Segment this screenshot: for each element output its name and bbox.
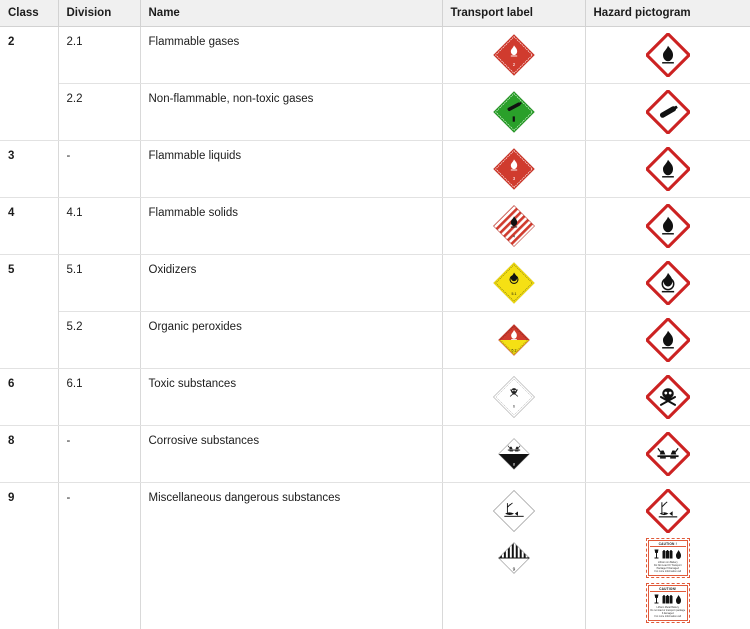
svg-text:6: 6 (513, 405, 515, 409)
table-row: 4 4.1 Flammable solids (0, 198, 750, 255)
toxic-label-white-diamond-skull: 6 (492, 375, 536, 419)
column-header-class: Class (0, 0, 58, 27)
corrosive-label-white-black-diamond: 8 (492, 432, 536, 476)
cell-division: - (58, 426, 140, 483)
cell-transport-label: 3 (442, 141, 585, 198)
table-row: 9 - Miscellaneous dangerous substances (0, 483, 750, 629)
ghs04-gas-cylinder-pictogram (646, 90, 690, 134)
column-header-name: Name (140, 0, 442, 27)
flame-icon (675, 594, 682, 605)
cell-division: 5.1 (58, 255, 140, 312)
caution-lithium-battery-label-2: CAUTION! (646, 583, 690, 623)
caution-footer: For more information call (650, 615, 686, 618)
miscellaneous-class9-label-striped-diamond: 9 (492, 536, 536, 580)
cell-division: - (58, 141, 140, 198)
flammable-gas-label-red-diamond: 2 (492, 33, 536, 77)
ghs05-corrosion-pictogram (646, 432, 690, 476)
cell-name: Toxic substances (140, 369, 442, 426)
caution-title: CAUTION! (650, 587, 686, 592)
cell-transport-label: 5.2 (442, 312, 585, 369)
cell-division: 2.1 (58, 27, 140, 84)
cell-name: Corrosive substances (140, 426, 442, 483)
non-flammable-gas-label-green-diamond (492, 90, 536, 134)
table-row: 5.2 Organic peroxides (0, 312, 750, 369)
flammable-solid-label-red-white-striped-diamond: 4 (492, 204, 536, 248)
ghs06-skull-and-crossbones-pictogram (646, 375, 690, 419)
cell-division: 6.1 (58, 369, 140, 426)
cell-hazard-pictogram: CAUTION ! (585, 483, 750, 629)
cell-transport-label: 2 (442, 27, 585, 84)
svg-text:5.2: 5.2 (511, 348, 516, 352)
environmentally-hazardous-label-fish-tree-diamond (492, 489, 536, 533)
cell-name: Oxidizers (140, 255, 442, 312)
column-header-transport-label: Transport label (442, 0, 585, 27)
caution-footer: For more information call (650, 570, 686, 573)
cell-hazard-pictogram (585, 198, 750, 255)
cell-class: 2 (0, 27, 58, 141)
oxidizer-label-yellow-diamond: 5.1 (492, 261, 536, 305)
cell-division: 2.2 (58, 84, 140, 141)
table-row: 2 2.1 Flammable gases 2 (0, 27, 750, 84)
table-body: 2 2.1 Flammable gases 2 (0, 27, 750, 629)
cell-hazard-pictogram (585, 27, 750, 84)
cell-transport-label: 8 (442, 426, 585, 483)
svg-text:5.1: 5.1 (511, 292, 516, 296)
caution-pictograms (653, 549, 682, 560)
cell-hazard-pictogram (585, 84, 750, 141)
cell-division: 4.1 (58, 198, 140, 255)
table-row: 8 - Corrosive substances (0, 426, 750, 483)
cell-name: Miscellaneous dangerous substances (140, 483, 442, 629)
cell-transport-label: 4 (442, 198, 585, 255)
caution-title: CAUTION ! (650, 542, 686, 547)
cell-hazard-pictogram (585, 255, 750, 312)
ghs02-flame-pictogram (646, 204, 690, 248)
cell-class: 4 (0, 198, 58, 255)
ghs02-flame-pictogram (646, 147, 690, 191)
cell-division: - (58, 483, 140, 629)
broken-glass-icon (653, 594, 660, 605)
cell-transport-label (442, 84, 585, 141)
ghs03-flame-over-circle-pictogram (646, 261, 690, 305)
organic-peroxide-label-red-yellow-diamond: 5.2 (492, 318, 536, 362)
cell-class: 3 (0, 141, 58, 198)
column-header-division: Division (58, 0, 140, 27)
cell-name: Organic peroxides (140, 312, 442, 369)
table-header: Class Division Name Transport label Haza… (0, 0, 750, 27)
table-row: 6 6.1 Toxic substances (0, 369, 750, 426)
cell-hazard-pictogram (585, 426, 750, 483)
cell-name: Flammable liquids (140, 141, 442, 198)
table-row: 3 - Flammable liquids 3 (0, 141, 750, 198)
battery-pack-icon (662, 594, 673, 605)
column-header-hazard-pictogram: Hazard pictogram (585, 0, 750, 27)
cell-transport-label: 5.1 (442, 255, 585, 312)
cell-division: 5.2 (58, 312, 140, 369)
battery-pack-icon (662, 549, 673, 560)
caution-lithium-battery-label-1: CAUTION ! (646, 538, 690, 578)
ghs02-flame-pictogram (646, 318, 690, 362)
ghs09-environment-pictogram (646, 489, 690, 533)
caution-pictograms (653, 594, 682, 605)
cell-class: 5 (0, 255, 58, 369)
cell-name: Non-flammable, non-toxic gases (140, 84, 442, 141)
ghs02-flame-pictogram (646, 33, 690, 77)
flame-icon (675, 549, 682, 560)
cell-class: 6 (0, 369, 58, 426)
table-header-row: Class Division Name Transport label Haza… (0, 0, 750, 27)
cell-name: Flammable solids (140, 198, 442, 255)
table-row: 5 5.1 Oxidizers 5.1 (0, 255, 750, 312)
svg-text:9: 9 (512, 566, 515, 572)
table-row: 2.2 Non-flammable, non-toxic gases (0, 84, 750, 141)
cell-class: 8 (0, 426, 58, 483)
cell-transport-label: 9 (442, 483, 585, 629)
cell-hazard-pictogram (585, 141, 750, 198)
cell-class: 9 (0, 483, 58, 629)
cell-name: Flammable gases (140, 27, 442, 84)
cell-hazard-pictogram (585, 369, 750, 426)
broken-glass-icon (653, 549, 660, 560)
flammable-liquid-label-red-diamond: 3 (492, 147, 536, 191)
cell-transport-label: 6 (442, 369, 585, 426)
cell-hazard-pictogram (585, 312, 750, 369)
